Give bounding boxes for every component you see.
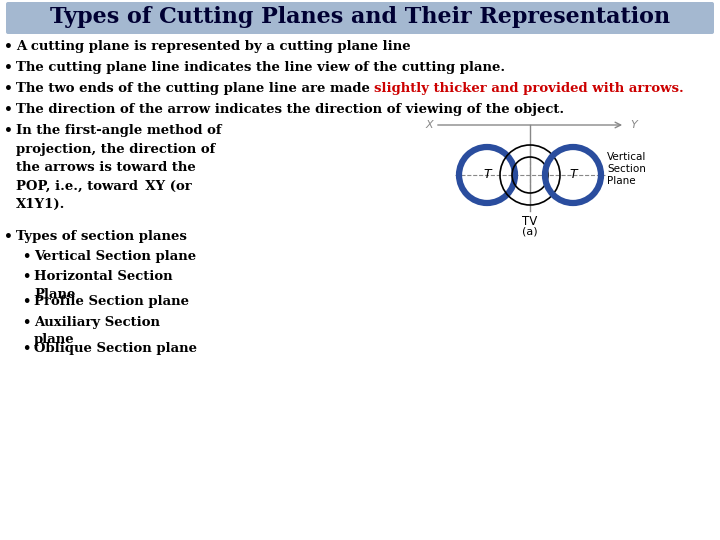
- Text: The direction of the arrow indicates the direction of viewing of the object.: The direction of the arrow indicates the…: [16, 103, 564, 116]
- Text: (a): (a): [522, 227, 538, 237]
- Text: •: •: [22, 250, 30, 263]
- Text: Vertical
Section
Plane: Vertical Section Plane: [607, 152, 647, 186]
- Text: The two ends of the cutting plane line are made: The two ends of the cutting plane line a…: [16, 82, 374, 95]
- Text: slightly thicker and provided with arrows.: slightly thicker and provided with arrow…: [374, 82, 684, 95]
- Text: •: •: [4, 230, 13, 244]
- Text: •: •: [22, 295, 30, 308]
- Text: •: •: [4, 103, 13, 117]
- Text: T: T: [570, 168, 577, 181]
- Text: TV: TV: [523, 215, 538, 228]
- Text: Auxiliary Section
plane: Auxiliary Section plane: [34, 316, 160, 347]
- Text: A cutting plane is represented by a cutting plane line: A cutting plane is represented by a cutt…: [16, 40, 410, 53]
- Text: •: •: [22, 316, 30, 329]
- Text: In the first-angle method of
projection, the direction of
the arrows is toward t: In the first-angle method of projection,…: [16, 124, 222, 211]
- Text: Y: Y: [630, 120, 636, 130]
- Text: Types of section planes: Types of section planes: [16, 230, 187, 243]
- Text: T: T: [483, 168, 491, 181]
- Text: •: •: [22, 270, 30, 283]
- Text: Vertical Section plane: Vertical Section plane: [34, 250, 196, 263]
- Text: •: •: [4, 61, 13, 75]
- Text: The cutting plane line indicates the line view of the cutting plane.: The cutting plane line indicates the lin…: [16, 61, 505, 74]
- Text: •: •: [22, 342, 30, 355]
- Text: X: X: [426, 120, 433, 130]
- Text: Profile Section plane: Profile Section plane: [34, 295, 189, 308]
- FancyBboxPatch shape: [6, 2, 714, 34]
- Text: •: •: [4, 124, 13, 138]
- Text: Oblique Section plane: Oblique Section plane: [34, 342, 197, 355]
- Text: Horizontal Section
Plane: Horizontal Section Plane: [34, 270, 173, 300]
- Text: Types of Cutting Planes and Their Representation: Types of Cutting Planes and Their Repres…: [50, 6, 670, 28]
- Text: •: •: [4, 82, 13, 96]
- Text: •: •: [4, 40, 13, 54]
